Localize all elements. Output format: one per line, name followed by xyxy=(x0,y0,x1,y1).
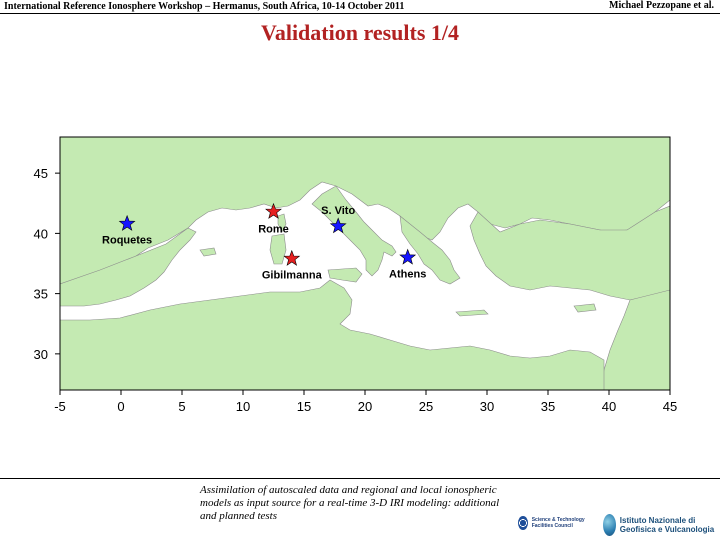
y-axis-ticks: 45 40 35 30 xyxy=(34,166,60,362)
x-tick-label: 45 xyxy=(663,399,677,414)
y-tick-label: 40 xyxy=(34,226,48,241)
land-iberia xyxy=(60,227,197,307)
stfc-logo: Science & Technology Facilities Council xyxy=(518,512,598,534)
station-star-s-vito xyxy=(329,217,347,234)
station-star-roquetes xyxy=(118,214,136,231)
stfc-logo-mark xyxy=(518,516,528,530)
x-tick-label: 0 xyxy=(117,399,124,414)
header-divider xyxy=(0,13,720,14)
land-sicily xyxy=(327,267,363,283)
station-label: S. Vito xyxy=(321,205,355,217)
land-shapes xyxy=(60,137,670,390)
x-tick-label: 30 xyxy=(480,399,494,414)
station-star-gibilmanna xyxy=(283,249,301,266)
ingv-logo-text: Istituto Nazionale di Geofisica e Vulcan… xyxy=(619,516,715,534)
footer-divider xyxy=(0,478,720,479)
land-europe xyxy=(60,137,670,285)
land-north-africa xyxy=(60,279,605,390)
y-tick-label: 45 xyxy=(34,166,48,181)
station-label: Athens xyxy=(389,268,426,280)
land-anatolia xyxy=(469,205,670,301)
ingv-logo: Istituto Nazionale di Geofisica e Vulcan… xyxy=(603,510,720,540)
land-balearics xyxy=(199,247,217,257)
map-frame xyxy=(59,136,671,391)
x-tick-label: 40 xyxy=(602,399,616,414)
slide-caption: Assimilation of autoscaled data and regi… xyxy=(200,484,500,522)
land-crete xyxy=(455,309,489,317)
y-tick-label: 30 xyxy=(34,347,48,362)
x-tick-label: 10 xyxy=(236,399,250,414)
station-label: Rome xyxy=(258,224,289,236)
y-tick-label: 35 xyxy=(34,287,48,302)
land-sardinia xyxy=(269,233,287,265)
x-tick-label: 20 xyxy=(358,399,372,414)
x-axis-ticks: -5 0 5 10 15 20 25 30 35 40 45 xyxy=(54,390,677,414)
station-label: Roquetes xyxy=(102,235,152,247)
map-figure: -5 0 5 10 15 20 25 30 35 40 45 45 40 35 30 Roquetes Ro… xyxy=(0,120,720,420)
land-italy xyxy=(311,185,397,277)
x-tick-label: 5 xyxy=(178,399,185,414)
station-star-athens xyxy=(399,248,417,265)
x-tick-label: 15 xyxy=(297,399,311,414)
header-author: Michael Pezzopane et al. xyxy=(609,0,714,11)
station-markers: Roquetes Rome S. Vito Gibilmanna Athens xyxy=(102,202,426,282)
header-workshop: International Reference Ionosphere Works… xyxy=(4,1,405,12)
land-corsica xyxy=(277,213,287,233)
land-greece xyxy=(399,215,461,285)
x-tick-label: 35 xyxy=(541,399,555,414)
x-tick-label: 25 xyxy=(419,399,433,414)
stfc-logo-text: Science & Technology Facilities Council xyxy=(531,517,585,529)
station-star-rome xyxy=(265,202,282,219)
ingv-globe-icon xyxy=(603,514,616,536)
station-label: Gibilmanna xyxy=(262,270,323,282)
land-cyprus xyxy=(573,303,597,313)
x-tick-label: -5 xyxy=(54,399,66,414)
slide-title: Validation results 1/4 xyxy=(260,20,460,45)
